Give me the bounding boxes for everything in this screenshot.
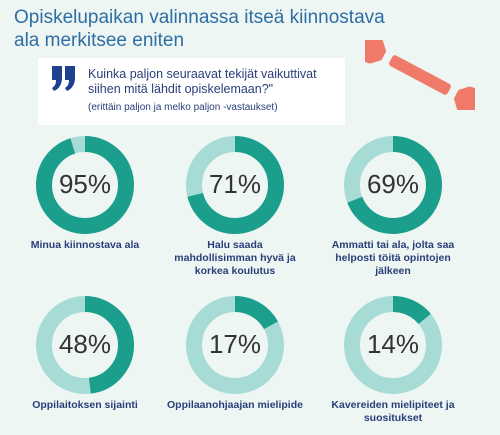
chart-cell: 14% Kavereiden mielipiteet ja suositukset [313, 295, 473, 425]
donut: 69% [344, 136, 442, 234]
value-label: 71% [209, 169, 261, 199]
chart-label: Ammatti tai ala, jolta saa helposti töit… [331, 239, 455, 277]
donut-arc [186, 136, 284, 234]
donut: 48% [36, 296, 134, 394]
chart-label: Halu saada mahdollisimman hyvä ja korkea… [174, 239, 296, 277]
value-label: 14% [367, 329, 419, 359]
chart-label: Kavereiden mielipiteet ja suositukset [331, 399, 455, 424]
title: Opiskelupaikan valinnassa itseä kiinnost… [14, 7, 385, 51]
donut: 14% [344, 296, 442, 394]
chart-label: Oppilaanohjaajan mielipide [167, 399, 303, 411]
value-label: 95% [59, 169, 111, 199]
donut-arc [36, 296, 134, 394]
value-label: 69% [367, 169, 419, 199]
chart-cell: 95% Minua kiinnostava ala [5, 135, 165, 252]
donut-arc [186, 296, 284, 394]
question-box: Kuinka paljon seuraavat tekijät vaikutti… [38, 58, 345, 125]
donut: 71% [186, 136, 284, 234]
note: (erittäin paljon ja melko paljon -vastau… [88, 102, 278, 113]
donut: 95% [36, 136, 134, 234]
chart-cell: 69% Ammatti tai ala, jolta saa helposti t… [313, 135, 473, 278]
wrench-icon [365, 40, 475, 110]
chart-label: Oppilaitoksen sijainti [32, 399, 138, 411]
chart-cell: 17% Oppilaanohjaajan mielipide [155, 295, 315, 412]
value-label: 48% [59, 329, 111, 359]
value-label: 17% [209, 329, 261, 359]
chart-label: Minua kiinnostava ala [30, 239, 140, 251]
donut-arc [36, 136, 134, 234]
donut-arc [344, 136, 442, 234]
donut-arc [344, 296, 442, 394]
question: Kuinka paljon seuraavat tekijät vaikutti… [88, 67, 317, 96]
quote-icon [52, 66, 75, 91]
chart-cell: 48% Oppilaitoksen sijainti [5, 295, 165, 412]
chart-cell: 71% Halu saada mahdollisimman hyvä ja kor… [155, 135, 315, 278]
donut: 17% [186, 296, 284, 394]
